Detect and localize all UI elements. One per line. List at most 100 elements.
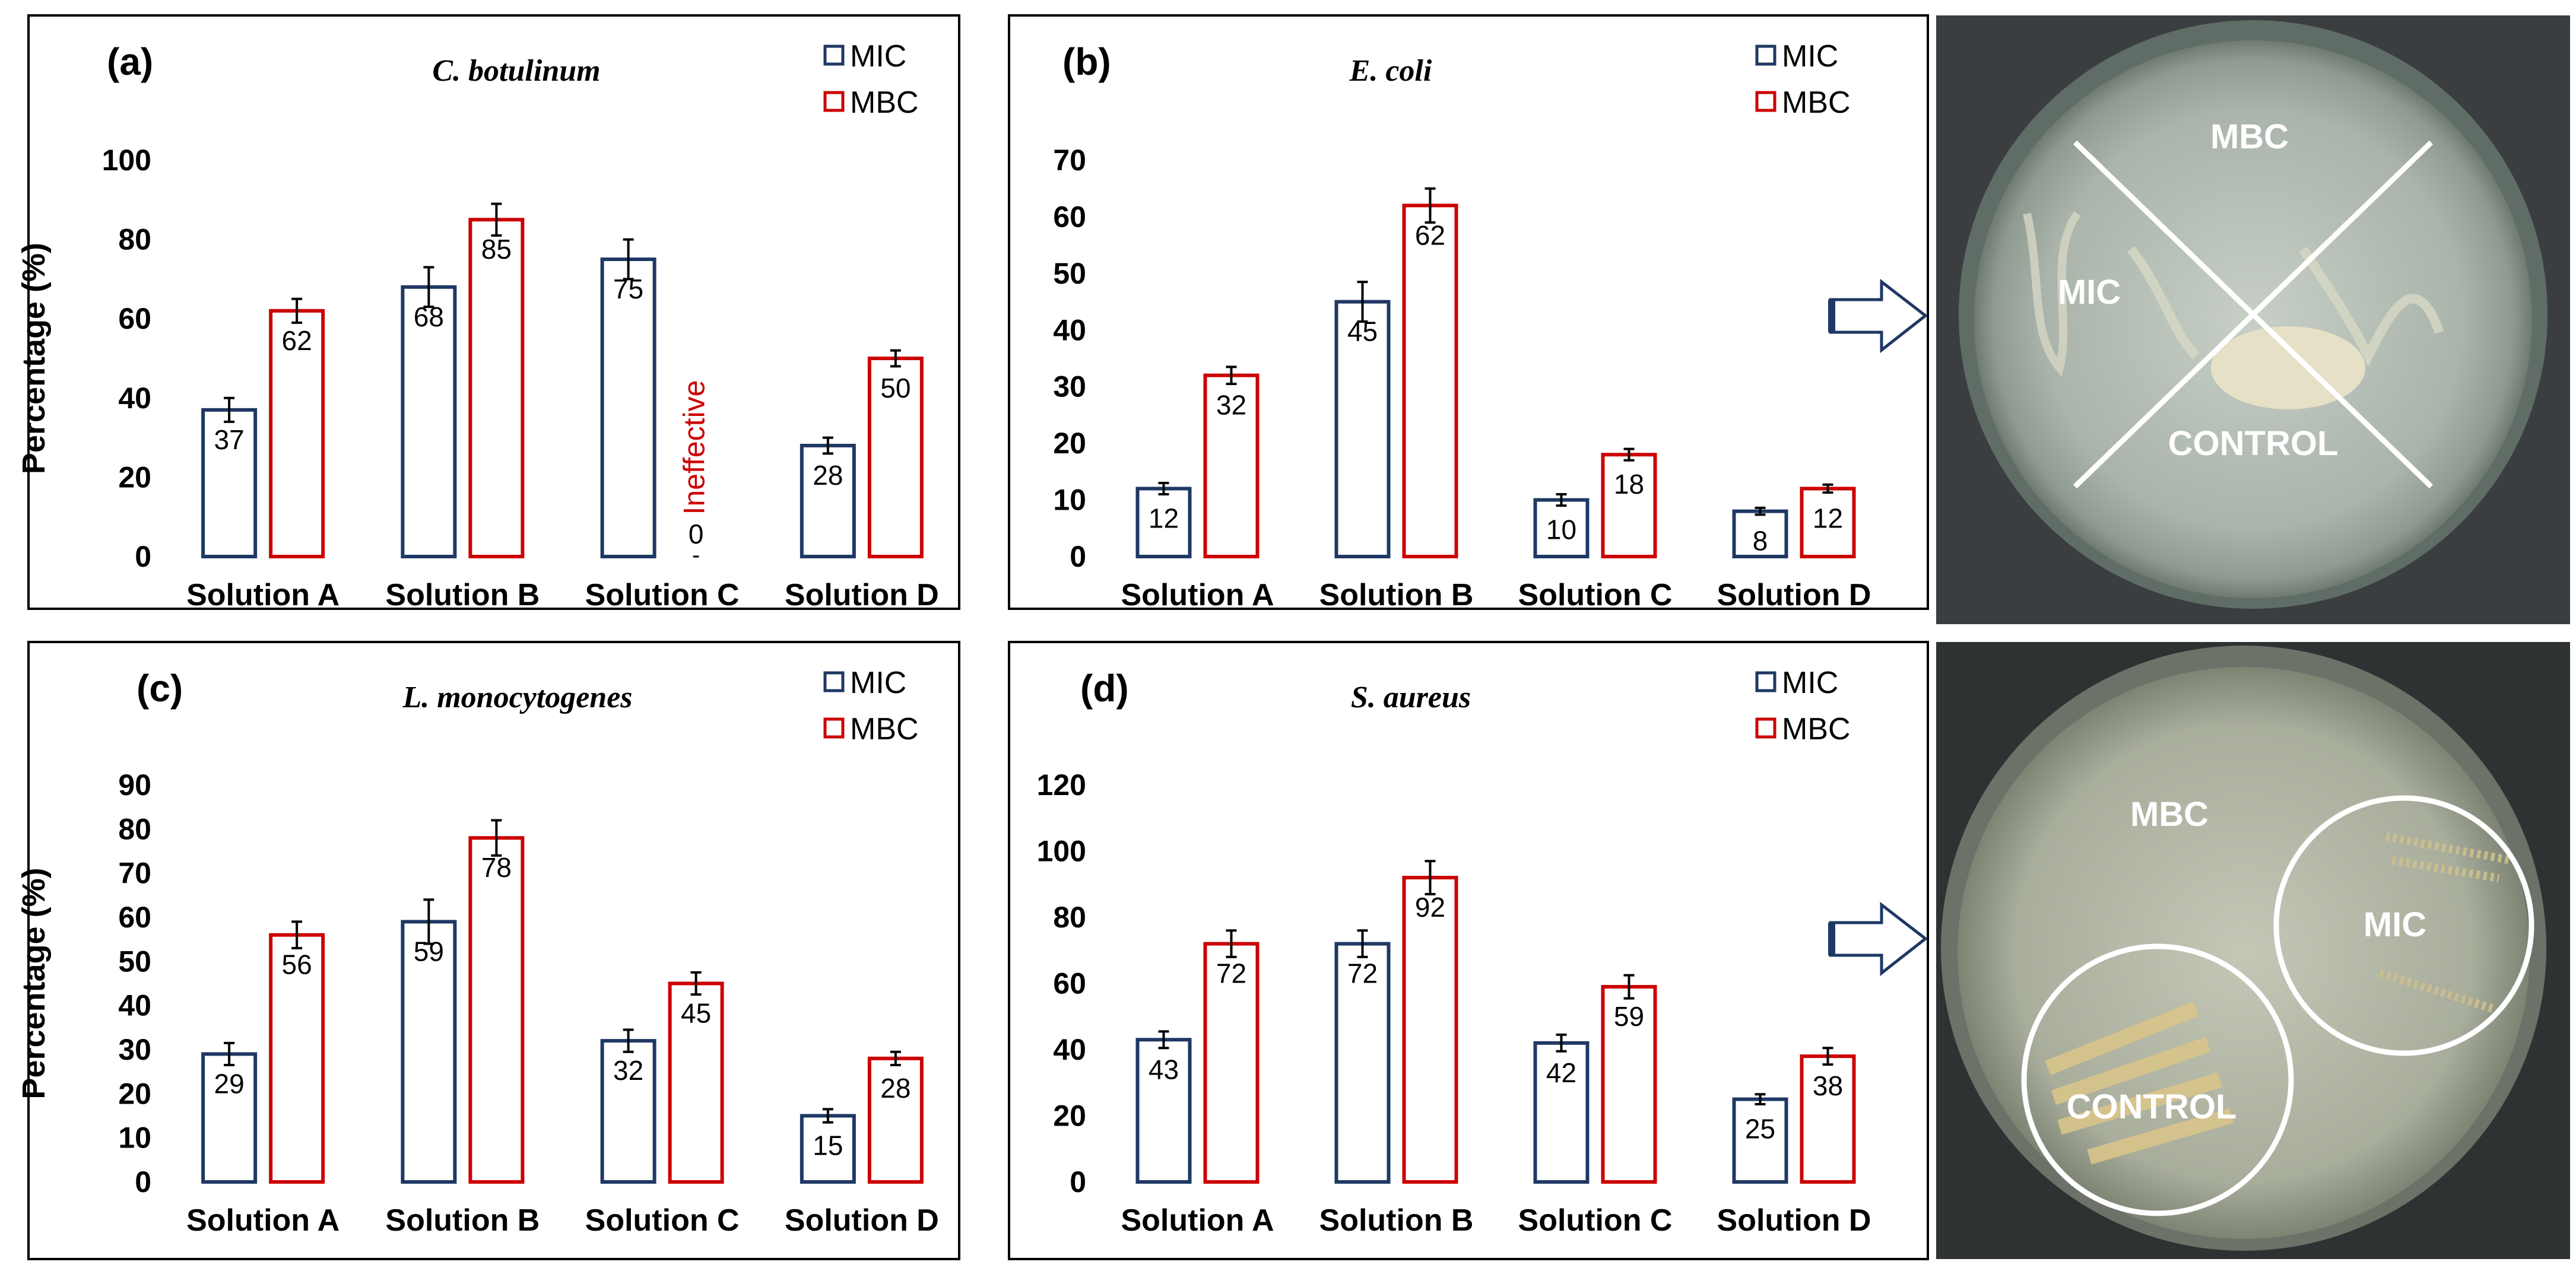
- y-tick-label: 10: [1053, 484, 1086, 517]
- y-tick-label: 50: [118, 945, 151, 978]
- panel-label: (a): [107, 40, 153, 83]
- y-tick-label: 20: [1053, 1099, 1086, 1133]
- control-circle: [2021, 943, 2294, 1216]
- y-tick-label: 0: [135, 540, 151, 573]
- photo-label-mbc: MBC: [2130, 795, 2209, 834]
- bar-mic: [201, 408, 258, 559]
- legend-swatch-mic: [1755, 45, 1776, 66]
- data-label: 42: [1546, 1057, 1576, 1088]
- bar-mic: [800, 443, 856, 559]
- panel-label: (b): [1062, 40, 1111, 83]
- data-label: 32: [613, 1055, 643, 1086]
- legend-swatch-mbc: [1755, 91, 1776, 112]
- data-label: 45: [681, 998, 711, 1029]
- chart-panel-d: (d) S. aureus MIC MBC 0 20 40 60 80 100 120 Solutio…: [1008, 641, 1929, 1260]
- annotation-ineffective: Ineffective: [678, 380, 711, 514]
- x-tick-label: Solution D: [1717, 1203, 1871, 1238]
- bar-mbc: [1601, 453, 1657, 558]
- data-label: 28: [813, 460, 843, 491]
- legend-label-mic: MIC: [850, 39, 906, 74]
- bacterial-streak: [2023, 211, 2081, 377]
- y-tick-label: 30: [1053, 370, 1086, 403]
- chart-title: C. botulinum: [432, 54, 600, 88]
- data-label: 37: [214, 424, 245, 455]
- data-label: 62: [282, 325, 312, 356]
- bar-mbc: [468, 836, 525, 1184]
- data-label: 92: [1415, 892, 1445, 923]
- photo-label-mic: MIC: [2058, 273, 2121, 312]
- bar-mic: [600, 1039, 656, 1184]
- data-label: 0: [689, 519, 704, 549]
- x-tick-label: Solution C: [585, 578, 740, 612]
- data-label: 45: [1347, 316, 1378, 347]
- y-tick-label: 20: [118, 460, 151, 494]
- y-tick-label: 40: [118, 989, 151, 1022]
- data-label: 38: [1813, 1070, 1843, 1101]
- y-tick-label: 20: [1053, 427, 1086, 460]
- bar-mic: [600, 258, 656, 558]
- bar-mbc: [1203, 942, 1260, 1184]
- bar-mbc: [1800, 1054, 1856, 1184]
- chart-panels: (a) C. botulinum MIC MBC Percentage (%) 0 20 40…: [16, 14, 1929, 1260]
- x-tick-label: Solution A: [1121, 1203, 1274, 1238]
- y-tick-label: 30: [118, 1033, 151, 1066]
- mic-circle: [2273, 795, 2534, 1056]
- data-label: 72: [1347, 958, 1378, 989]
- y-tick-label: 80: [118, 812, 151, 846]
- bar-mbc: [269, 309, 325, 559]
- bar-mic: [1334, 300, 1391, 558]
- legend-label-mic: MIC: [850, 666, 906, 700]
- x-tick-label: Solution D: [785, 578, 939, 612]
- legend-swatch-mbc: [1755, 717, 1776, 739]
- y-tick-label: 0: [135, 1165, 151, 1199]
- chart-panel-a: (a) C. botulinum MIC MBC Percentage (%) 0 20 40…: [16, 14, 960, 612]
- chart-panel-b: (b) E. coli MIC MBC 0 10 20 30 40 50 60 70 Solution …: [1008, 14, 1929, 612]
- bar-mic: [1533, 498, 1590, 558]
- y-tick-label: 120: [1037, 768, 1086, 802]
- legend-label-mbc: MBC: [1782, 712, 1851, 746]
- photo-label-mic: MIC: [2364, 905, 2426, 944]
- y-axis-label: Percentage (%): [16, 867, 52, 1099]
- divider-line: [2073, 140, 2434, 489]
- bar-mbc: [867, 357, 924, 558]
- x-tick-label: Solution C: [1518, 578, 1673, 612]
- data-label: 25: [1745, 1114, 1775, 1145]
- bar-mic: [1732, 1097, 1788, 1184]
- legend-label-mbc: MBC: [1782, 85, 1851, 120]
- y-tick-label: 0: [1070, 1165, 1086, 1199]
- bar-mbc: [1601, 985, 1657, 1184]
- y-tick-label: 60: [1053, 200, 1086, 233]
- y-tick-label: 40: [1053, 313, 1086, 347]
- chart-title: L. monocytogenes: [402, 681, 632, 714]
- y-tick-label: 40: [1053, 1033, 1086, 1066]
- bar-mbc: [1203, 373, 1260, 559]
- legend-label-mic: MIC: [1782, 666, 1838, 700]
- x-tick-label: Solution A: [186, 578, 340, 612]
- legend-swatch-mic: [823, 671, 845, 692]
- y-tick-label: 60: [118, 901, 151, 934]
- y-tick-label: 80: [118, 223, 151, 256]
- data-label: 10: [1546, 514, 1576, 545]
- bar-mbc: [1402, 204, 1458, 559]
- bar-mbc: [468, 218, 525, 558]
- data-label: 85: [481, 234, 512, 265]
- y-tick-label: 90: [118, 768, 151, 802]
- data-label: 12: [1149, 503, 1179, 533]
- y-tick-label: 70: [1053, 144, 1086, 177]
- y-tick-label: 40: [118, 382, 151, 415]
- data-label: 12: [1813, 503, 1843, 533]
- x-tick-label: Solution A: [1121, 578, 1274, 612]
- data-label: 8: [1753, 526, 1768, 557]
- y-tick-label: 100: [102, 144, 151, 177]
- data-label: 78: [481, 852, 512, 883]
- panel-label: (c): [137, 667, 183, 710]
- data-label: 59: [414, 936, 444, 967]
- data-label: 15: [813, 1130, 843, 1161]
- legend-swatch-mic: [1755, 671, 1776, 692]
- legend-label-mic: MIC: [1782, 39, 1838, 74]
- y-tick-label: 60: [118, 302, 151, 335]
- y-tick-label: 100: [1037, 835, 1086, 868]
- bacterial-streak: [2127, 246, 2444, 367]
- chart-title: E. coli: [1349, 54, 1432, 88]
